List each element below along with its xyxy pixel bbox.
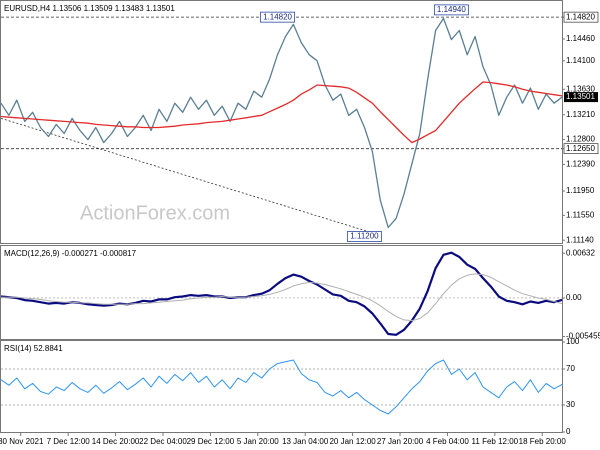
price-panel <box>0 0 563 244</box>
x-tick-label: 27 Jan 20:00 <box>377 437 424 446</box>
series-line <box>1 273 563 322</box>
x-tick-label: 29 Dec 12:00 <box>187 437 235 446</box>
y-tick-label: 0 <box>566 427 571 436</box>
annotation-box <box>433 4 469 16</box>
x-tick-label: 14 Dec 20:00 <box>92 437 140 446</box>
y-tick-label: 1.13630 <box>566 84 595 93</box>
x-tick-label: 22 Dec 04:00 <box>139 437 187 446</box>
y-tick-label: -0.005455 <box>566 332 600 341</box>
x-tick-label: 20 Jan 12:00 <box>329 437 376 446</box>
y-tick-label: 100 <box>566 337 580 346</box>
y-tick-label: 0.00 <box>566 293 582 302</box>
y-tick-label: 1.11140 <box>566 235 594 244</box>
series-line <box>0 81 563 144</box>
y-tick-label: 1.14460 <box>566 34 595 43</box>
series-line <box>0 251 563 336</box>
annotation-label: 1.14820 <box>263 12 292 21</box>
series-line <box>0 359 563 415</box>
rsi-panel <box>0 340 563 433</box>
y-tick-label: 1.14100 <box>566 56 595 65</box>
x-tick-label: 11 Feb 12:00 <box>472 437 519 446</box>
annotation-box <box>347 231 382 242</box>
y-tick-box <box>563 143 599 155</box>
y-tick-label: 1.12390 <box>566 160 595 169</box>
y-tick-label: 1.12650 <box>566 144 595 153</box>
x-tick-label: 18 Feb 20:00 <box>519 437 567 446</box>
x-tick-label: 30 Nov 2021 <box>0 437 44 446</box>
y-tick-label: 0.00632 <box>566 248 595 257</box>
last-price-label: 1.13501 <box>566 92 595 101</box>
y-tick-label: 1.11550 <box>566 210 595 219</box>
y-tick-label: 1.11950 <box>566 186 595 195</box>
panel-title: EURUSD,H4 1.13506 1.13509 1.13483 1.1350… <box>4 4 175 13</box>
annotation-label: 1.11200 <box>350 232 379 241</box>
annotation-box <box>260 11 295 23</box>
y-tick-box <box>563 11 599 23</box>
annotation-label: 1.14940 <box>437 5 466 14</box>
series-line <box>0 17 563 229</box>
x-tick-label: 13 Jan 04:00 <box>282 437 329 446</box>
y-tick-label: 1.13210 <box>566 110 595 119</box>
panel-title: MACD(12,26,9) -0.000271 -0.000817 <box>4 249 137 258</box>
y-tick-label: 1.12800 <box>566 135 595 144</box>
y-tick-label: 1.14820 <box>566 12 595 21</box>
macd-panel <box>0 245 563 340</box>
x-tick-label: 7 Dec 12:00 <box>47 437 91 446</box>
last-price-box <box>564 92 598 103</box>
x-tick-label: 5 Jan 20:00 <box>237 437 279 446</box>
watermark: ActionForex.com <box>80 202 230 224</box>
y-tick-label: 70 <box>566 364 575 373</box>
panel-title: RSI(14) 52.8841 <box>4 344 63 353</box>
y-tick-label: 30 <box>566 400 575 409</box>
x-tick-label: 4 Feb 04:00 <box>426 437 469 446</box>
